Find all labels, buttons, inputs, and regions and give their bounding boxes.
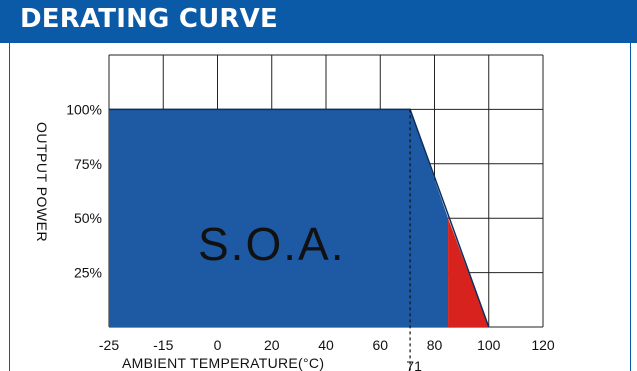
- x-tick-label-1: -15: [153, 337, 173, 353]
- header-bar: DERATING CURVE: [0, 0, 637, 43]
- x-tick-label-4: 40: [318, 337, 334, 353]
- soa-area: [109, 109, 449, 328]
- annotation-71: 71: [406, 358, 422, 371]
- x-tick-label-8: 120: [531, 337, 555, 353]
- y-tick-label-2: 75%: [74, 156, 102, 172]
- x-tick-label-2: 0: [214, 337, 222, 353]
- x-tick-label-3: 20: [264, 337, 280, 353]
- soa-annotation: S.O.A.: [198, 218, 345, 270]
- y-axis-label: OUTPUT POWER: [34, 122, 50, 243]
- x-axis-label: AMBIENT TEMPERATURE(°C): [122, 355, 325, 371]
- frame-border-left: [9, 43, 10, 371]
- page-title: DERATING CURVE: [20, 4, 278, 34]
- x-tick-labels: -25 -15 0 20 40 60 80 100 120: [99, 337, 555, 353]
- y-tick-label-0: 25%: [74, 265, 102, 281]
- frame-border-right: [630, 43, 631, 371]
- y-tick-label-1: 50%: [74, 210, 102, 226]
- x-tick-label-5: 60: [372, 337, 388, 353]
- y-tick-labels: 25% 50% 75% 100%: [66, 101, 102, 280]
- x-tick-label-7: 100: [477, 337, 501, 353]
- y-tick-label-3: 100%: [66, 101, 102, 117]
- x-tick-label-0: -25: [99, 337, 119, 353]
- x-tick-label-6: 80: [427, 337, 443, 353]
